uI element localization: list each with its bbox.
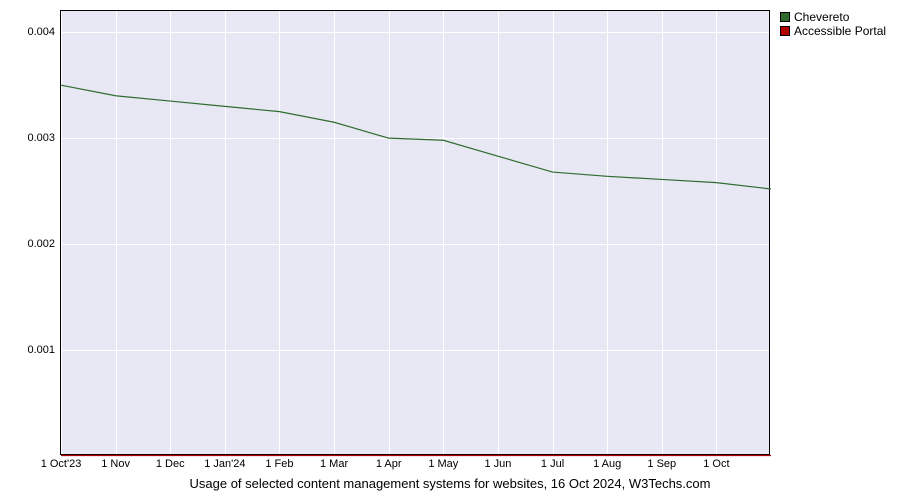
- x-tick-label: 1 Aug: [593, 454, 621, 470]
- series-line: [61, 85, 771, 189]
- x-tick-label: 1 Jul: [541, 454, 564, 470]
- x-tick-label: 1 Feb: [265, 454, 293, 470]
- y-tick-label: 0.004: [27, 26, 61, 38]
- legend-item: Chevereto: [780, 10, 886, 24]
- x-tick-label: 1 Dec: [156, 454, 185, 470]
- y-tick-label: 0.001: [27, 344, 61, 356]
- series-lines: [61, 11, 771, 456]
- plot-area: 1 Oct'231 Nov1 Dec1 Jan'241 Feb1 Mar1 Ap…: [60, 10, 770, 455]
- legend-swatch: [780, 26, 790, 36]
- x-tick-label: 1 Mar: [320, 454, 348, 470]
- legend-label: Accessible Portal: [794, 24, 886, 38]
- x-tick-label: 1 May: [428, 454, 458, 470]
- legend-swatch: [780, 12, 790, 22]
- x-tick-label: 1 Jun: [484, 454, 511, 470]
- x-tick-label: 1 Apr: [376, 454, 402, 470]
- x-tick-label: 1 Oct'23: [41, 454, 82, 470]
- legend-item: Accessible Portal: [780, 24, 886, 38]
- y-tick-label: 0.002: [27, 238, 61, 250]
- chart-container: 1 Oct'23 1 Nov 1 Dec 1 Jan'24 1 Feb 1 Mar 1 Ap…: [0, 0, 900, 500]
- legend-label: Chevereto: [794, 10, 849, 24]
- x-tick-label: 1 Nov: [101, 454, 130, 470]
- y-tick-label: 0.003: [27, 132, 61, 144]
- x-tick-label: 1 Jan'24: [204, 454, 245, 470]
- legend: CheveretoAccessible Portal: [780, 10, 886, 38]
- x-tick-label: 1 Oct: [703, 454, 729, 470]
- caption: Usage of selected content management sys…: [0, 476, 900, 491]
- x-tick-label: 1 Sep: [647, 454, 676, 470]
